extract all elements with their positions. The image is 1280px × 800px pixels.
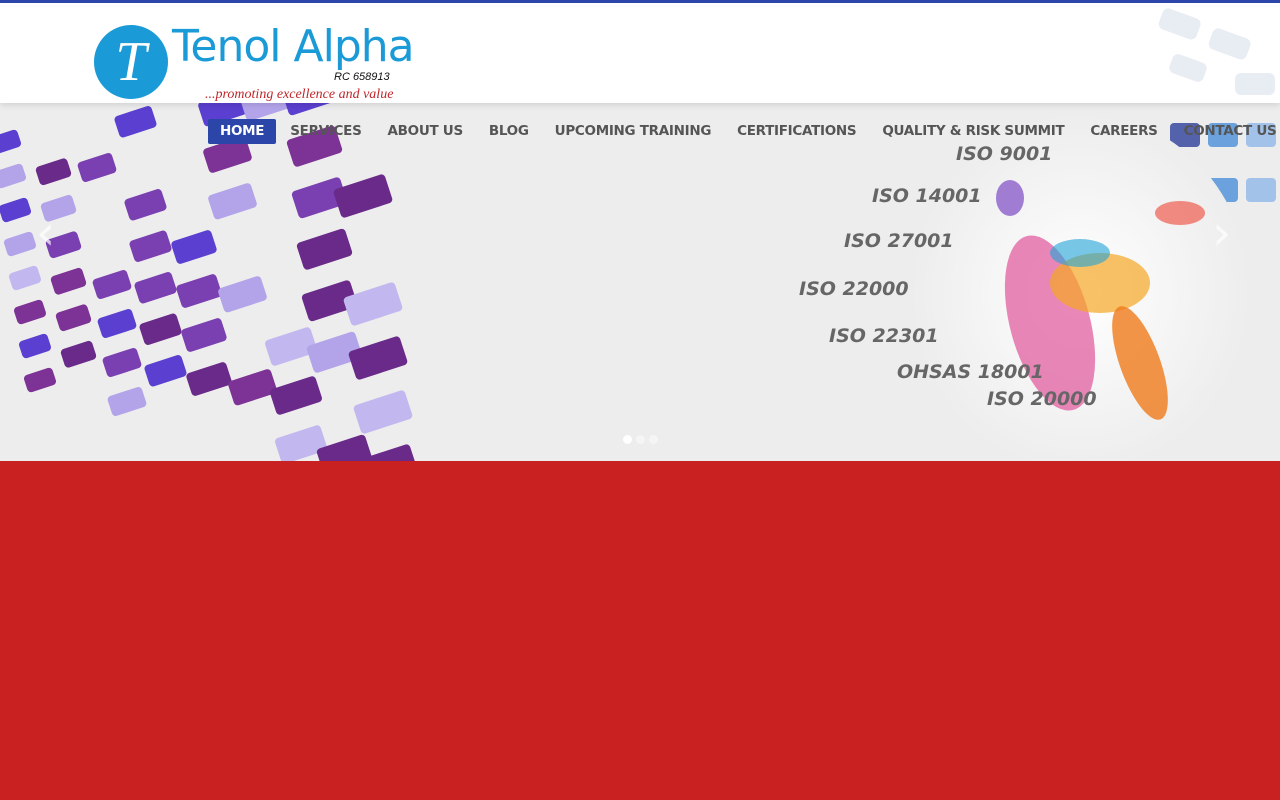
decorative-tile xyxy=(8,265,42,291)
decorative-tile xyxy=(208,183,257,220)
logo-emblem: T xyxy=(94,25,168,99)
decorative-tile xyxy=(0,197,32,223)
decorative-tile xyxy=(35,158,72,186)
decorative-tile xyxy=(18,333,52,359)
decorative-tile xyxy=(353,390,413,434)
decorative-tile xyxy=(171,230,217,264)
nav-upcoming-training[interactable]: UPCOMING TRAINING xyxy=(554,123,712,139)
decorative-tile xyxy=(1208,123,1238,147)
top-accent-bar xyxy=(0,0,1280,3)
nav-about-us[interactable]: ABOUT US xyxy=(387,123,464,139)
nav-home[interactable]: HOME xyxy=(208,119,277,144)
decorative-tile xyxy=(203,136,252,173)
decorative-tile xyxy=(265,327,317,366)
decorative-tile xyxy=(60,340,97,368)
decorative-tile xyxy=(1246,178,1276,202)
decorative-tile xyxy=(306,331,363,373)
registration-number: RC 658913 xyxy=(334,71,390,83)
decorative-tile xyxy=(296,228,353,270)
decorative-tile xyxy=(291,177,348,219)
standard-label: ISO 27001 xyxy=(844,230,954,252)
header-decoration xyxy=(1158,8,1275,95)
decorative-tile xyxy=(23,367,57,393)
slide-image xyxy=(0,103,1276,461)
decorative-tile xyxy=(0,129,22,155)
decorative-tile xyxy=(181,318,227,352)
decorative-tile xyxy=(316,434,373,461)
decorative-tile xyxy=(97,308,137,339)
decorative-tile xyxy=(124,189,167,221)
standard-label: OHSAS 18001 xyxy=(897,361,1044,383)
logo-name: Tenol Alpha xyxy=(172,21,415,72)
nav-contact-us[interactable]: CONTACT US xyxy=(1183,123,1277,139)
decorative-tile xyxy=(240,103,292,121)
decorative-tile xyxy=(281,103,338,116)
nav-careers[interactable]: CAREERS xyxy=(1090,123,1158,139)
decorative-tile xyxy=(129,230,172,262)
slider-pagination xyxy=(623,435,658,444)
standard-label: ISO 20000 xyxy=(987,388,1097,410)
decorative-tile xyxy=(13,299,47,325)
decorative-tile xyxy=(301,280,358,322)
standard-label: ISO 14001 xyxy=(872,185,982,207)
slide-dot-2[interactable] xyxy=(636,435,645,444)
slide-dot-3[interactable] xyxy=(649,435,658,444)
tagline: ...promoting excellence and value xyxy=(205,87,394,102)
decorative-tile xyxy=(40,194,77,222)
decorative-tile xyxy=(92,269,132,300)
decorative-tile xyxy=(286,125,343,167)
nav-blog[interactable]: BLOG xyxy=(488,123,529,139)
main-content xyxy=(0,461,1280,800)
decorative-tile xyxy=(114,106,157,138)
runner-figure xyxy=(996,180,1205,420)
decorative-tile xyxy=(228,369,277,406)
site-logo[interactable]: T Tenol Alpha RC 658913 ...promoting exc… xyxy=(94,15,415,103)
slide-dot-1[interactable] xyxy=(623,435,632,444)
standard-label: ISO 9001 xyxy=(956,143,1053,165)
chevron-left-icon[interactable]: ‹ xyxy=(36,205,56,261)
decorative-tile xyxy=(45,231,82,259)
decorative-tile xyxy=(270,376,322,415)
standard-label: ISO 22301 xyxy=(829,325,939,347)
nav-quality-risk-summit[interactable]: QUALITY & RISK SUMMIT xyxy=(882,123,1065,139)
nav-services[interactable]: SERVICES xyxy=(290,123,362,139)
decorative-tile xyxy=(358,444,418,461)
chevron-right-icon[interactable]: › xyxy=(1212,205,1232,261)
site-header: T Tenol Alpha RC 658913 ...promoting exc… xyxy=(0,3,1280,103)
decorative-tile xyxy=(275,425,327,461)
decorative-tile xyxy=(333,174,393,218)
decorative-tile xyxy=(134,272,177,304)
decorative-tile xyxy=(107,386,147,417)
nav-certifications[interactable]: CERTIFICATIONS xyxy=(737,123,857,139)
hero-slider: ISO 9001 ISO 14001 ISO 27001 ISO 22000 I… xyxy=(0,103,1280,461)
decorative-tile xyxy=(144,355,187,387)
decorative-tile xyxy=(1246,123,1276,147)
decorative-tile xyxy=(77,152,117,183)
decorative-tile xyxy=(198,103,247,127)
main-nav: HOME SERVICES ABOUT US BLOG UPCOMING TRA… xyxy=(208,119,1280,144)
decorative-tile xyxy=(55,304,92,332)
decorative-tile xyxy=(1170,123,1200,147)
decorative-tile xyxy=(0,163,27,189)
decorative-tile xyxy=(3,231,37,257)
decorative-tile xyxy=(343,282,403,326)
decorative-tile xyxy=(50,267,87,295)
decorative-tile xyxy=(348,336,408,380)
standard-label: ISO 22000 xyxy=(799,278,909,300)
decorative-tile xyxy=(176,274,222,308)
decorative-tile xyxy=(102,347,142,378)
decorative-tile xyxy=(139,313,182,345)
decorative-tile xyxy=(186,362,232,396)
decorative-tile xyxy=(218,276,267,313)
